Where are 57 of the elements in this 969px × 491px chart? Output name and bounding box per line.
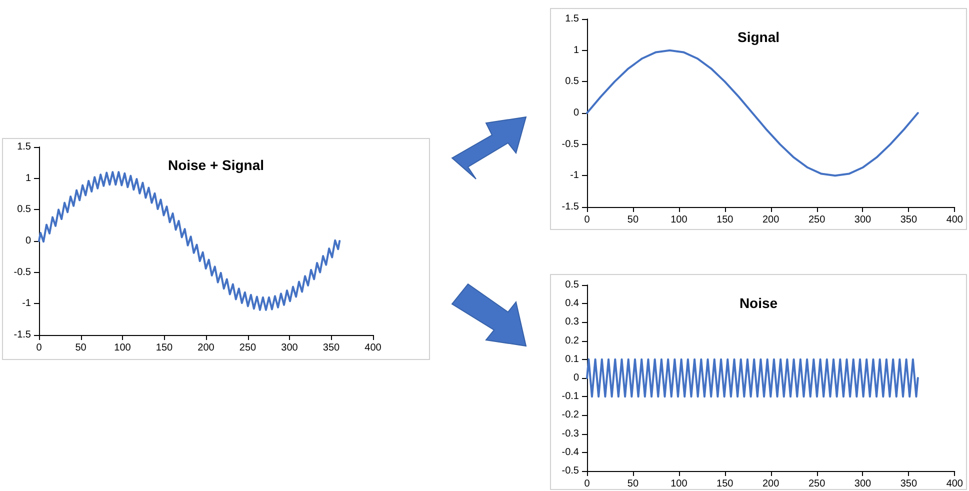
x-tick-label: 150 — [156, 342, 174, 354]
y-tick-label: -0.3 — [562, 428, 580, 440]
x-tick-label: 50 — [75, 342, 87, 354]
text: Noise — [739, 295, 778, 311]
x-tick-label: 100 — [114, 342, 132, 354]
x-tick-label: 300 — [854, 478, 872, 490]
x-tick-label: 200 — [198, 342, 215, 354]
y-tick-label: 0 — [25, 236, 32, 246]
x-tick-label: 100 — [670, 478, 688, 490]
x-tick-label: 250 — [808, 214, 826, 226]
text: Signal — [737, 29, 780, 45]
y-tick-label: -0.5 — [14, 266, 32, 278]
x-tick-label: 150 — [716, 478, 734, 490]
y-tick-label: 0 — [573, 372, 580, 384]
x-tick-label: 350 — [900, 478, 918, 490]
x-tick-label: 250 — [239, 342, 257, 354]
y-tick-label: -1 — [22, 298, 32, 310]
y-tick-label: 1.5 — [17, 142, 32, 152]
line-series — [38, 171, 341, 311]
x-tick-label: 50 — [627, 214, 639, 226]
y-tick-label: -0.5 — [562, 138, 580, 150]
y-tick-label: 0.3 — [565, 316, 580, 328]
y-tick-label: 1.5 — [565, 14, 580, 24]
y-tick-label: 0.5 — [565, 280, 580, 290]
x-tick-label: 400 — [946, 478, 964, 490]
y-tick-label: -0.4 — [562, 446, 580, 458]
y-tick-label: -1.5 — [562, 202, 580, 212]
x-tick-label: 400 — [946, 214, 964, 226]
x-tick-label: 0 — [36, 342, 42, 354]
y-tick-label: 1 — [573, 44, 580, 56]
x-tick-label: 0 — [584, 478, 590, 490]
y-tick-label: 1 — [25, 172, 32, 184]
x-tick-label: 250 — [808, 478, 826, 490]
x-tick-label: 200 — [762, 214, 780, 226]
y-tick-label: 0.5 — [17, 204, 32, 216]
y-tick-label: -0.5 — [562, 466, 580, 476]
y-tick-label: -0.2 — [562, 410, 580, 421]
text: Noise + Signal — [168, 157, 264, 173]
x-tick-label: 400 — [364, 342, 382, 354]
x-tick-label: 300 — [281, 342, 298, 354]
x-tick-label: 100 — [670, 214, 688, 226]
x-tick-label: 0 — [584, 214, 590, 226]
y-tick-label: 0.2 — [565, 335, 580, 346]
y-tick-label: 0.4 — [565, 298, 580, 310]
x-tick-label: 200 — [762, 478, 780, 490]
y-tick-label: 0.1 — [565, 354, 580, 365]
x-tick-label: 150 — [716, 214, 734, 226]
y-tick-label: -1 — [570, 170, 580, 182]
y-tick-label: -0.1 — [562, 391, 580, 402]
y-tick-label: -1.5 — [14, 330, 32, 340]
x-tick-label: 300 — [854, 214, 872, 226]
y-tick-label: 0.5 — [565, 76, 580, 88]
x-tick-label: 350 — [322, 342, 340, 354]
line-series — [586, 49, 919, 177]
x-tick-label: 350 — [900, 214, 918, 226]
x-tick-label: 50 — [627, 478, 639, 490]
y-tick-label: 0 — [573, 108, 580, 118]
